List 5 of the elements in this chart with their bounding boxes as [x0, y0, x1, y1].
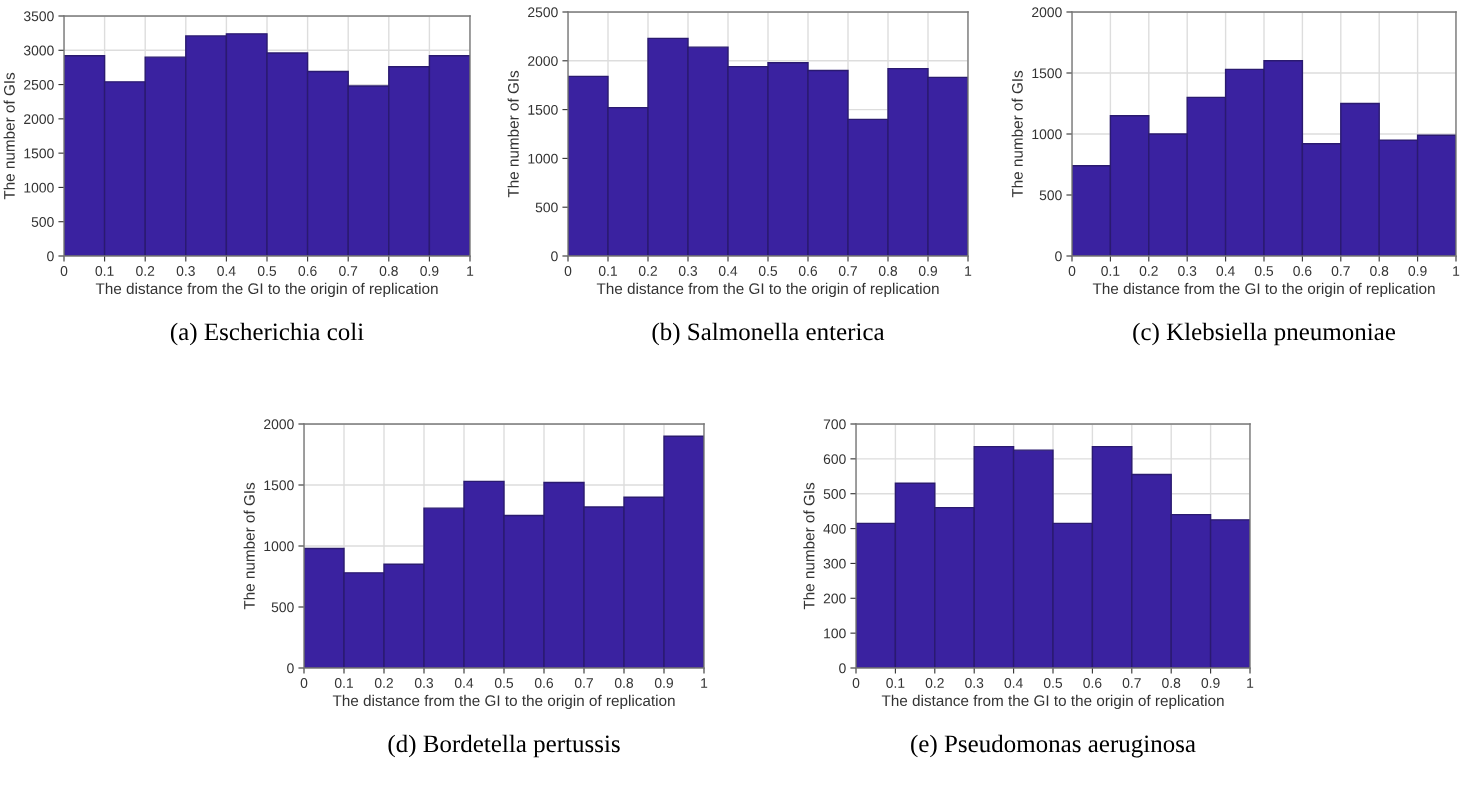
text: (d) Bordetella pertussis: [388, 734, 620, 758]
text: (b) Salmonella enterica: [652, 322, 885, 346]
text: (e) Pseudomonas aeruginosa: [911, 734, 1196, 758]
text: (a) Escherichia coli: [170, 322, 364, 346]
text: (c) Klebsiella pneumoniae: [1133, 322, 1396, 346]
